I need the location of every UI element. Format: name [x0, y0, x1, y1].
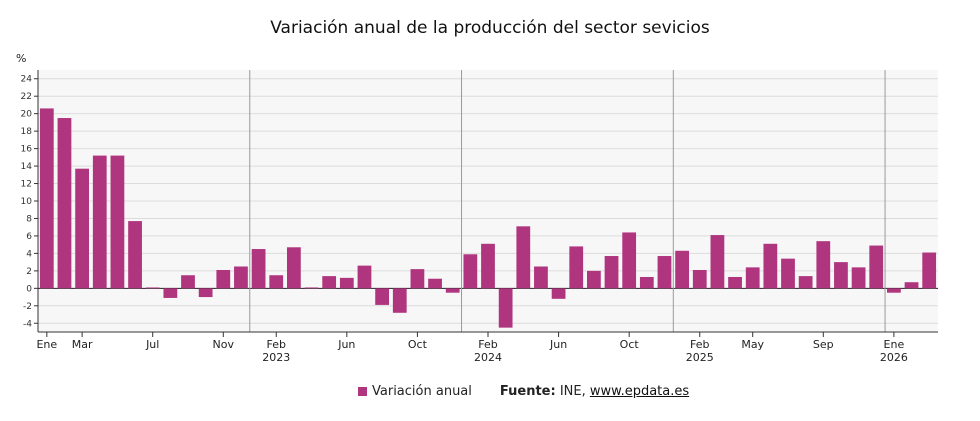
bar: [269, 275, 284, 289]
bar: [463, 254, 478, 289]
bar: [869, 245, 884, 289]
bar: [234, 266, 248, 289]
x-tick-label: Ene: [36, 338, 57, 351]
x-tick-label: Feb: [478, 338, 497, 351]
x-tick-label: Jul: [145, 338, 159, 351]
bar: [692, 269, 707, 289]
bar: [481, 243, 495, 289]
x-tick-label: Feb: [690, 338, 709, 351]
bar: [887, 288, 901, 293]
y-tick-label: 20: [21, 110, 33, 120]
x-tick-label: Feb: [266, 338, 285, 351]
x-year-label: 2023: [262, 351, 290, 364]
bar: [604, 256, 619, 289]
y-tick-label: 24: [21, 75, 33, 85]
bar: [357, 265, 372, 289]
y-tick-label: 16: [21, 145, 33, 155]
bar: [922, 252, 937, 289]
bar: [904, 282, 919, 289]
bar: [851, 267, 866, 289]
x-tick-label: May: [741, 338, 764, 351]
bar-series: [39, 108, 937, 328]
bar: [216, 269, 231, 289]
bar: [339, 277, 354, 289]
x-tick-label: Mar: [72, 338, 93, 351]
bar: [763, 243, 778, 289]
bar: [128, 221, 142, 289]
x-tick-label: Ene: [884, 338, 905, 351]
legend-swatch: [358, 387, 367, 396]
source-text: INE,: [555, 384, 590, 399]
x-year-label: 2025: [686, 351, 714, 364]
y-tick-label: 12: [21, 180, 32, 190]
bar: [745, 267, 760, 289]
y-tick-label: 4: [26, 249, 32, 259]
bar: [498, 288, 513, 328]
bar: [322, 276, 337, 289]
bar: [728, 276, 742, 289]
bar: [534, 266, 548, 289]
bar: [198, 288, 213, 298]
bar: [587, 270, 601, 289]
bar: [816, 241, 831, 289]
chart-title: Variación anual de la producción del sec…: [270, 18, 710, 38]
bar: [375, 288, 389, 305]
y-tick-label: 10: [21, 197, 33, 207]
bar: [163, 288, 178, 298]
source-note: Fuente: INE, www.epdata.es: [500, 384, 689, 399]
y-tick-label: 22: [21, 92, 32, 102]
x-year-label: 2024: [474, 351, 502, 364]
source-label: Fuente:: [499, 384, 556, 399]
y-tick-label: 18: [21, 127, 33, 137]
y-tick-label: -4: [23, 319, 32, 329]
legend: Variación anual Fuente: INE, www.epdata.…: [358, 384, 689, 399]
bar: [392, 288, 407, 313]
bar: [781, 258, 795, 289]
bar: [675, 250, 689, 289]
y-axis-unit-label: %: [16, 52, 26, 65]
x-tick-label: Jun: [549, 338, 567, 351]
bar: [110, 155, 125, 289]
x-year-label: 2026: [880, 351, 908, 364]
x-tick-label: Nov: [213, 338, 235, 351]
y-tick-label: 0: [26, 284, 32, 294]
y-tick-label: -2: [23, 302, 32, 312]
bar: [304, 287, 319, 289]
x-tick-label: Oct: [620, 338, 640, 351]
bar: [622, 232, 637, 289]
x-tick-label: Oct: [408, 338, 428, 351]
bar: [251, 249, 266, 289]
bar: [639, 276, 654, 289]
bar: [710, 235, 725, 289]
x-tick-label: Sep: [813, 338, 834, 351]
bar: [75, 168, 89, 289]
bar: [92, 155, 107, 289]
bar: [181, 275, 195, 289]
bar: [569, 246, 584, 289]
y-tick-label: 14: [21, 162, 33, 172]
bar: [410, 269, 425, 289]
bar: [657, 256, 672, 289]
bar: [57, 118, 72, 289]
source-link[interactable]: www.epdata.es: [589, 384, 690, 399]
x-tick-label: Jun: [337, 338, 355, 351]
legend-label: Variación anual: [372, 384, 472, 399]
bar: [445, 288, 460, 293]
y-tick-label: 8: [26, 214, 32, 224]
y-tick-label: 2: [26, 267, 32, 277]
bar: [428, 278, 442, 289]
bar: [834, 262, 848, 289]
year-separators: [249, 70, 886, 332]
bar: [145, 287, 160, 289]
bar: [516, 226, 531, 289]
legend-item[interactable]: Variación anual: [358, 384, 472, 399]
y-tick-label: 6: [26, 232, 32, 242]
bar: [551, 288, 566, 299]
bar: [287, 247, 301, 289]
bar: [39, 108, 54, 289]
bar: [798, 276, 813, 289]
